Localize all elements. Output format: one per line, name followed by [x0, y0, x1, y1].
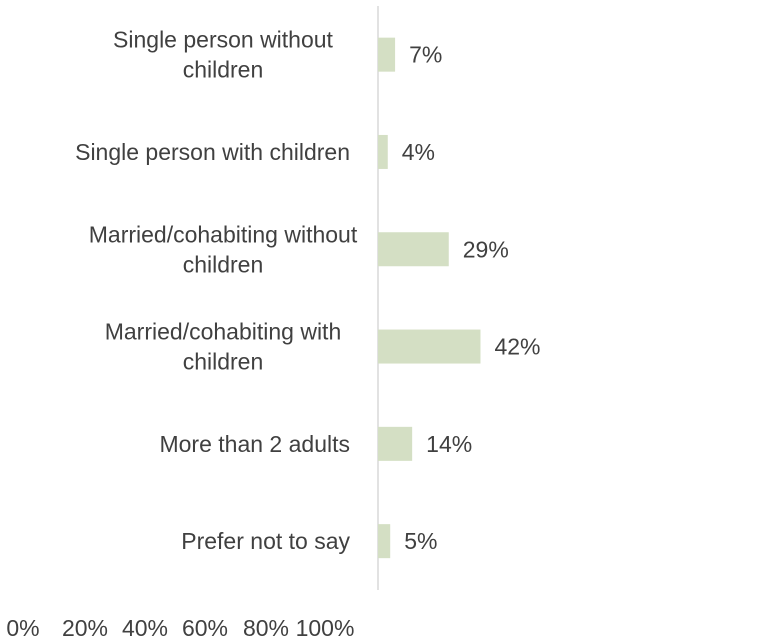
- x-tick-labels-group: 0% 20% 40% 60% 80% 100%: [6, 615, 354, 641]
- data-label: 29%: [463, 236, 509, 262]
- value-labels-group: 7% 4% 29% 42% 14% 5%: [402, 42, 541, 555]
- category-label: children: [183, 57, 264, 83]
- x-tick-label: 100%: [296, 615, 355, 641]
- x-tick-label: 0%: [6, 615, 39, 641]
- category-label: Married/cohabiting with: [105, 319, 342, 345]
- category-label: children: [183, 251, 264, 277]
- data-label: 42%: [494, 334, 540, 360]
- category-label: More than 2 adults: [159, 431, 350, 457]
- x-tick-label: 80%: [243, 615, 289, 641]
- data-label: 5%: [404, 528, 437, 554]
- bar: [378, 232, 449, 267]
- x-tick-label: 60%: [182, 615, 228, 641]
- category-label: Married/cohabiting without: [89, 221, 358, 247]
- category-label: Prefer not to say: [181, 528, 350, 554]
- data-label: 4%: [402, 139, 435, 165]
- category-labels-group: Single person without children Single pers…: [75, 27, 358, 555]
- data-label: 14%: [426, 431, 472, 457]
- category-label: Single person without: [113, 27, 334, 53]
- data-label: 7%: [409, 42, 442, 68]
- bars-group: [378, 37, 481, 559]
- bar: [378, 329, 481, 364]
- x-tick-label: 20%: [62, 615, 108, 641]
- category-label: children: [183, 349, 264, 375]
- bar: [378, 134, 388, 169]
- category-label: Single person with children: [75, 139, 350, 165]
- bar: [378, 37, 396, 72]
- bar: [378, 524, 391, 559]
- bar: [378, 426, 413, 461]
- x-tick-label: 40%: [122, 615, 168, 641]
